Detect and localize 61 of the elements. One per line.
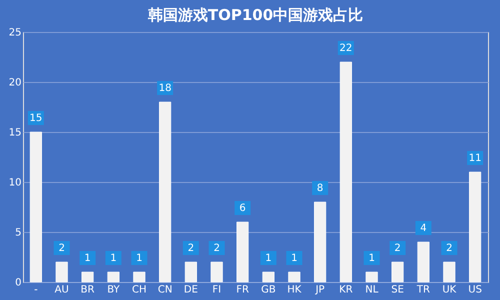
data-label: 1 (291, 253, 298, 264)
data-label: 1 (84, 253, 91, 264)
y-tick-label: 15 (8, 128, 22, 138)
bar (236, 222, 249, 282)
bar (159, 102, 172, 282)
data-label: 1 (265, 253, 272, 264)
x-tick-label: US (468, 284, 482, 296)
x-tick-label: GB (261, 284, 276, 296)
data-label: 1 (110, 253, 117, 264)
bar (288, 272, 300, 282)
bar (82, 272, 94, 282)
x-tick-label: NL (365, 284, 379, 296)
x-tick-label: KR (339, 284, 353, 296)
bar (366, 272, 378, 282)
y-tick-label: 0 (15, 278, 22, 288)
bar (107, 272, 120, 282)
data-label: 2 (394, 243, 401, 254)
bar (30, 132, 42, 282)
x-tick-label: HK (287, 284, 302, 296)
bar (314, 202, 326, 282)
y-tick-label: 25 (8, 28, 22, 38)
x-tick-label: AU (54, 284, 69, 296)
data-label: 1 (136, 253, 142, 264)
x-tick-label: SE (391, 284, 404, 296)
x-tick-label: CN (158, 284, 172, 296)
x-tick-label: BY (107, 284, 121, 296)
bar (392, 262, 404, 282)
y-tick-label: 20 (8, 78, 22, 88)
x-tick-label: CH (132, 284, 147, 296)
bar (133, 272, 146, 282)
x-tick-label: BR (80, 284, 95, 296)
bar (469, 172, 482, 282)
x-tick-label: TR (416, 284, 430, 296)
x-tick-label: DE (184, 284, 198, 296)
x-tick-label: FI (212, 284, 222, 296)
bar (210, 262, 223, 282)
y-tick-label: 5 (15, 228, 22, 238)
data-label: 11 (468, 153, 482, 164)
y-tick-label: 10 (8, 178, 22, 188)
x-tick-label: JP (314, 284, 325, 296)
data-label: 6 (239, 203, 246, 214)
data-label: 1 (368, 253, 375, 264)
bar (340, 62, 352, 282)
data-label: 18 (158, 83, 172, 94)
data-label: 4 (420, 223, 427, 234)
data-label: 2 (214, 243, 220, 254)
data-label: 15 (30, 113, 42, 124)
x-tick-label: UK (442, 284, 457, 296)
chart-title: 韩国游戏TOP100中国游戏占比 (146, 6, 364, 24)
data-label: 22 (340, 43, 352, 54)
bar (417, 242, 430, 282)
x-tick-label: - (34, 284, 38, 296)
x-tick-label: FR (236, 284, 249, 296)
data-label: 2 (188, 243, 194, 254)
bar (184, 262, 197, 282)
bar (262, 272, 274, 282)
bar (443, 262, 456, 282)
data-label: 8 (316, 183, 324, 194)
bar (56, 262, 68, 282)
data-label: 2 (446, 243, 452, 254)
data-label: 2 (58, 243, 65, 254)
